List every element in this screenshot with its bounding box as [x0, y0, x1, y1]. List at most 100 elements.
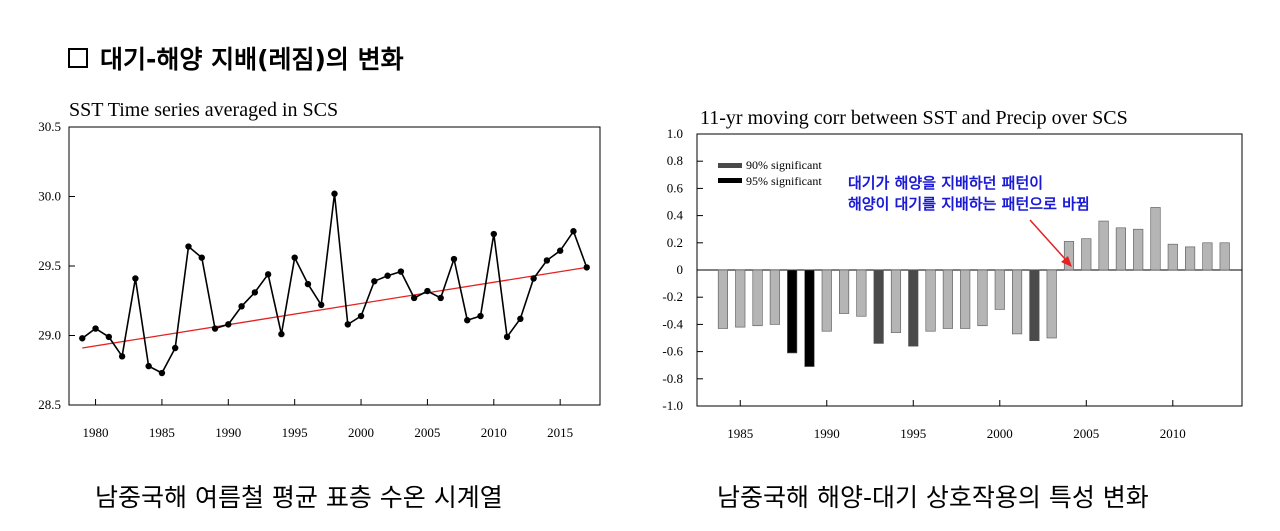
- data-point: [211, 325, 219, 332]
- annotation-line-2: 해양이 대기를 지배하는 패턴으로 바뀜: [848, 195, 1090, 213]
- y-tick-label: -0.4: [662, 316, 683, 331]
- chart-title: SST Time series averaged in SCS: [69, 99, 338, 121]
- data-point: [185, 243, 192, 250]
- x-tick-label: 2015: [547, 425, 573, 440]
- data-point: [384, 272, 391, 279]
- correlation-bar: [1012, 269, 1023, 335]
- correlation-bar: [1185, 246, 1196, 271]
- correlation-bar: [856, 269, 867, 317]
- correlation-bar: [1202, 242, 1213, 271]
- data-point: [92, 325, 99, 332]
- data-point: [198, 254, 205, 261]
- correlation-bar: [735, 269, 746, 328]
- data-point: [105, 333, 113, 341]
- data-point: [264, 271, 272, 278]
- x-tick-label: 2000: [348, 425, 374, 440]
- data-point: [304, 280, 312, 288]
- square-bullet-icon: [68, 48, 88, 68]
- legend-label-90: 90% significant: [746, 158, 822, 172]
- correlation-bar: [752, 269, 763, 327]
- data-point: [318, 301, 325, 309]
- chart-title: 11-yr moving corr between SST and Precip…: [700, 107, 1128, 129]
- legend: 90% significant 95% significant: [718, 158, 822, 188]
- correlation-bar: [873, 269, 884, 344]
- correlation-bar: [994, 269, 1005, 310]
- correlation-bar: [925, 269, 936, 332]
- data-point: [556, 247, 564, 254]
- data-point: [570, 228, 577, 235]
- x-tick-label: 1980: [83, 425, 109, 440]
- y-tick-label: -0.6: [662, 344, 683, 359]
- correlation-bar: [977, 269, 988, 327]
- correlation-bar: [960, 269, 971, 329]
- correlation-bar: [942, 269, 953, 329]
- data-point: [397, 268, 405, 275]
- correlation-bar: [1115, 227, 1126, 271]
- trend-line: [82, 266, 587, 349]
- x-tick-label: 2005: [414, 425, 440, 440]
- x-tick-label: 1990: [814, 426, 840, 441]
- correlation-bar: [1029, 269, 1040, 342]
- x-tick-label: 2000: [987, 426, 1013, 441]
- y-tick-label: 30.0: [38, 189, 61, 204]
- moving-correlation-chart: 11-yr moving corr between SST and Precip…: [662, 107, 1243, 441]
- data-point: [225, 321, 232, 328]
- x-tick-label: 1990: [215, 425, 241, 440]
- legend-label-95: 95% significant: [746, 174, 822, 188]
- y-tick-label: -1.0: [662, 398, 683, 413]
- data-point: [331, 190, 338, 197]
- x-tick-label: 1985: [727, 426, 753, 441]
- data-point: [477, 312, 484, 320]
- annotation-arrow: [1029, 219, 1072, 267]
- data-point: [118, 353, 126, 360]
- y-tick-label: 0: [677, 262, 684, 277]
- data-point: [344, 321, 351, 328]
- y-tick-label: 29.0: [38, 328, 61, 343]
- data-point: [251, 289, 259, 296]
- correlation-bar: [804, 269, 815, 367]
- data-point: [371, 278, 378, 285]
- correlation-bar: [839, 269, 850, 314]
- correlation-bar: [1133, 228, 1144, 271]
- y-tick-label: 28.5: [38, 397, 61, 412]
- y-tick-label: 0.8: [667, 153, 683, 168]
- legend-swatch-95: [718, 178, 742, 183]
- correlation-bar: [890, 269, 902, 333]
- data-point: [410, 294, 418, 302]
- caption-right: 남중국해 해양-대기 상호작용의 특성 변화: [717, 483, 1149, 512]
- y-tick-label: 30.5: [38, 119, 61, 134]
- correlation-bar: [1046, 269, 1057, 339]
- data-point: [79, 335, 86, 342]
- data-point: [464, 317, 471, 324]
- correlation-bar: [1219, 242, 1230, 271]
- data-point: [291, 254, 298, 261]
- sst-series-line: [81, 193, 588, 375]
- x-tick-label: 2010: [1160, 426, 1186, 441]
- data-point: [357, 312, 365, 320]
- data-point: [424, 287, 431, 295]
- section-heading: 대기-해양 지배(레짐)의 변화: [68, 40, 404, 76]
- caption-left: 남중국해 여름철 평균 표층 수온 시계열: [95, 483, 503, 512]
- data-point: [145, 362, 152, 370]
- y-tick-label: 0.6: [667, 180, 684, 195]
- data-point: [158, 369, 166, 377]
- data-point: [238, 303, 245, 310]
- legend-swatch-90: [718, 163, 742, 168]
- correlation-bar: [821, 269, 832, 332]
- data-point: [543, 257, 551, 264]
- data-point: [517, 315, 524, 323]
- data-point: [583, 264, 590, 271]
- correlation-bar: [1098, 220, 1109, 271]
- correlation-bar: [1081, 238, 1092, 271]
- y-tick-label: 0.2: [667, 235, 683, 250]
- data-point: [278, 330, 285, 338]
- data-point: [490, 230, 497, 238]
- correlation-bar: [908, 269, 919, 347]
- sst-time-series-chart: SST Time series averaged in SCS 28.5 29.0…: [38, 99, 601, 440]
- x-tick-label: 2005: [1073, 426, 1099, 441]
- x-tick-label: 1995: [900, 426, 926, 441]
- correlation-bar: [717, 269, 729, 329]
- x-tick-label: 1985: [149, 425, 175, 440]
- y-tick-label: -0.2: [662, 289, 683, 304]
- data-point: [450, 255, 458, 263]
